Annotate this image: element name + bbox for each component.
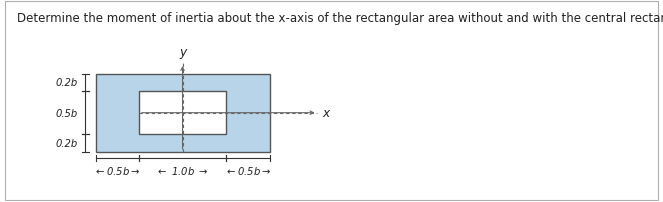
Text: $\leftarrow$0.5b$\rightarrow$: $\leftarrow$0.5b$\rightarrow$ [94,164,141,176]
Text: x: x [323,107,330,120]
Bar [95,74,270,152]
Bar [139,92,226,135]
Text: $\leftarrow$ 1.0b $\rightarrow$: $\leftarrow$ 1.0b $\rightarrow$ [156,164,209,176]
Text: 0.5b: 0.5b [56,108,78,118]
Text: $\leftarrow$0.5b$\rightarrow$: $\leftarrow$0.5b$\rightarrow$ [225,164,271,176]
Text: 0.2b: 0.2b [56,138,78,148]
Text: y: y [179,46,186,59]
Text: 0.2b: 0.2b [56,78,78,88]
Text: Determine the moment of inertia about the x-axis of the rectangular area without: Determine the moment of inertia about th… [17,12,663,25]
